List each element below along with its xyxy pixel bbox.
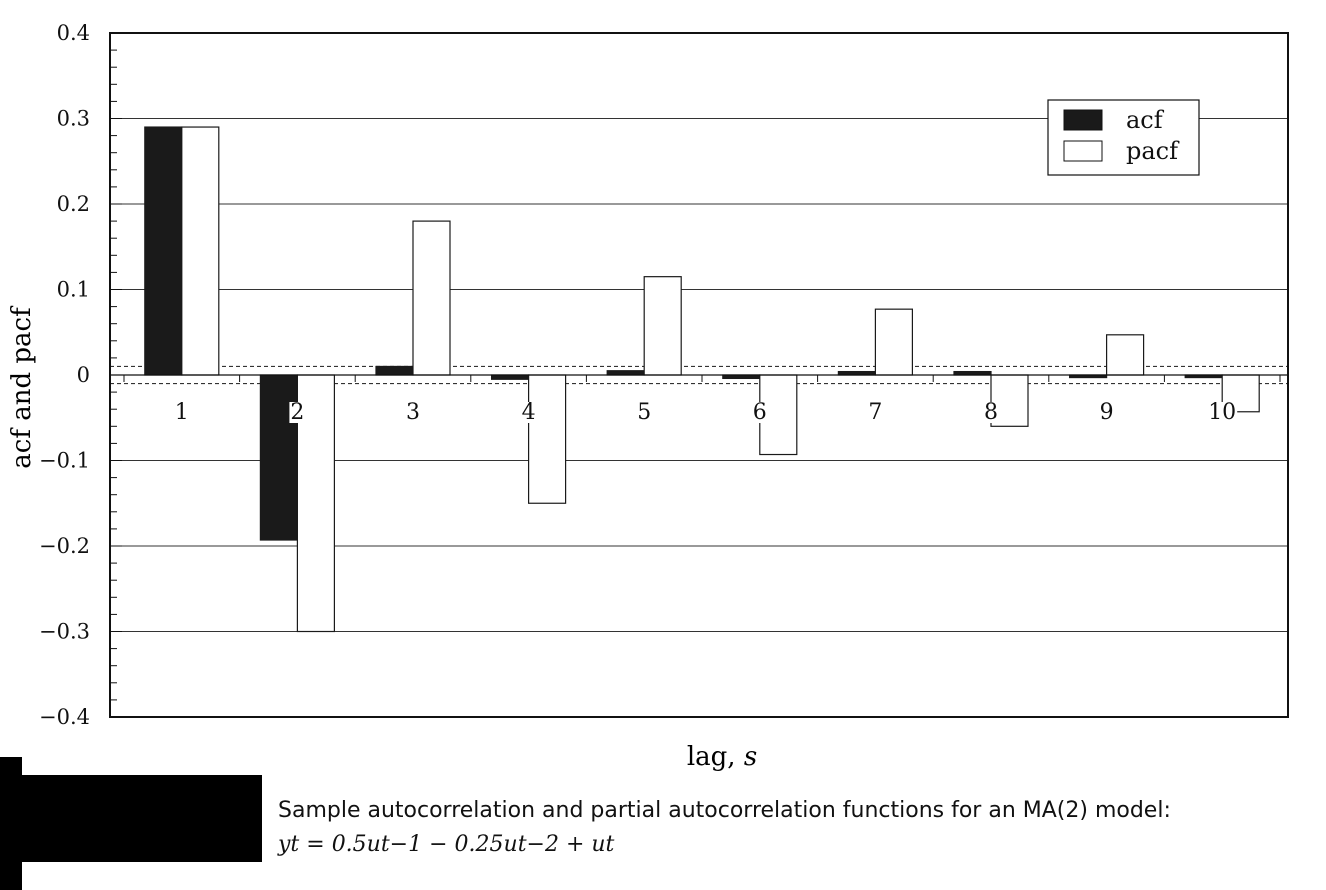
- x-tick-label: 3: [406, 400, 420, 425]
- x-tick-label-bg: [751, 402, 768, 423]
- tick-labels: 1 2 3 4 5 6 7 8 9 10 0.4 0.3 0.2 0.1 0 −0.1 −0.2 −0.3 −0.4: [39, 21, 1238, 729]
- bar-pacf-5: [643, 276, 682, 376]
- bar-pacf-7: [874, 308, 914, 376]
- y-tick-label: 0.1: [57, 278, 90, 302]
- y-tick-label: 0: [77, 363, 90, 387]
- x-axis-label-text: lag,: [687, 742, 744, 772]
- bar-pacf-3: [412, 220, 451, 376]
- y-tick-label: −0.2: [39, 534, 90, 558]
- x-tick-label: 2: [290, 400, 304, 425]
- x-tick-label-bg: [405, 402, 421, 423]
- x-tick-label: 1: [175, 400, 189, 425]
- x-tick-label: 5: [637, 400, 651, 425]
- x-tick-label-bg: [520, 402, 537, 423]
- y-tick-label: −0.4: [39, 705, 90, 729]
- x-tick-label-bg: [867, 402, 884, 423]
- legend: acf pacf: [1047, 99, 1200, 176]
- bar-pacf-4: [527, 374, 567, 504]
- x-tick-label-bg: [1098, 402, 1115, 423]
- bar-pacf-9: [1105, 334, 1145, 376]
- x-tick-label-bg: [983, 402, 999, 423]
- bar-acf-3: [375, 365, 414, 376]
- x-axis-label-var: s: [744, 742, 757, 772]
- x-tick-label-bg: [636, 402, 653, 423]
- x-tick-label: 8: [984, 400, 998, 425]
- y-tick-label: −0.1: [39, 449, 90, 473]
- bar-acf-5: [606, 370, 645, 376]
- legend-label-pacf: pacf: [1126, 137, 1180, 165]
- x-tick-label: 9: [1100, 400, 1114, 425]
- y-tick-label: 0.2: [57, 192, 90, 216]
- legend-label-acf: acf: [1126, 106, 1165, 134]
- x-tick-label: 4: [522, 400, 536, 425]
- y-tick-label: 0.3: [57, 107, 90, 131]
- x-tick-label-bg: [173, 402, 190, 423]
- bar-acf-4: [491, 374, 530, 380]
- y-axis-label: acf and pacf: [7, 305, 37, 469]
- figure-formula: yt = 0.5ut−1 − 0.25ut−2 + ut: [278, 832, 615, 857]
- legend-swatch-pacf: [1063, 140, 1103, 162]
- bar-acf-1: [144, 126, 183, 376]
- bar-pacf-8: [990, 374, 1029, 427]
- x-axis-label: lag, s: [687, 742, 757, 772]
- x-tick-label-bg: [289, 402, 306, 423]
- x-tick-label-bg: [1207, 402, 1238, 423]
- y-tick-label: 0.4: [57, 21, 90, 45]
- x-tick-label: 6: [753, 400, 767, 425]
- y-tick-label: −0.3: [39, 620, 90, 644]
- figure-caption: Sample autocorrelation and partial autoc…: [278, 798, 1171, 823]
- bars: [144, 126, 1260, 633]
- axes: [109, 32, 1289, 718]
- x-tick-label: 7: [868, 400, 882, 425]
- x-tick-label: 10: [1208, 400, 1236, 425]
- bar-pacf-1: [181, 126, 220, 376]
- redaction-block: [0, 775, 262, 862]
- legend-swatch-acf: [1063, 109, 1103, 131]
